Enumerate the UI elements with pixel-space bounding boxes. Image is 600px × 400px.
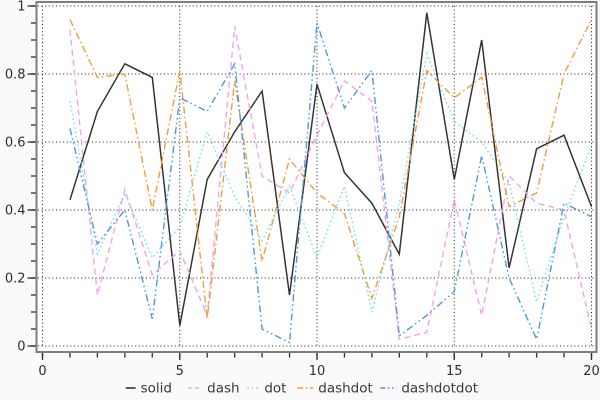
series-line-dot	[69, 51, 593, 313]
series-line-dash	[69, 26, 593, 341]
x-tick-label-5: 5	[176, 364, 184, 379]
series-line-dashdotdot	[69, 22, 592, 344]
y-tick-label-0.4: 0.4	[5, 204, 26, 219]
legend-item-dashdotdot: dashdotdot	[380, 381, 478, 397]
legend-label-dash: dash	[207, 381, 239, 397]
legend-label-dot: dot	[264, 381, 286, 397]
series-line-dashdot	[69, 19, 593, 319]
legend-item-dash: dash	[188, 381, 240, 397]
x-tick-label-0: 0	[38, 364, 46, 379]
x-tick-label-10: 10	[309, 364, 326, 379]
y-tick-label-0: 0	[17, 340, 25, 355]
x-tick-label-20: 20	[583, 364, 600, 379]
legend-item-solid: solid	[125, 381, 172, 397]
plot-frame	[35, 1, 598, 353]
y-tick-label-0.6: 0.6	[5, 136, 26, 151]
series-line-solid	[69, 12, 593, 326]
x-tick-label-15: 15	[446, 364, 463, 379]
y-tick-label-1: 1	[17, 0, 25, 15]
legend-item-dashdot: dashdot	[297, 381, 373, 397]
legend-label-dashdot: dashdot	[318, 381, 373, 397]
legend-label-solid: solid	[141, 381, 172, 397]
legend-label-dashdotdot: dashdotdot	[401, 381, 478, 397]
y-tick-label-0.8: 0.8	[5, 68, 26, 83]
y-tick-label-0.2: 0.2	[5, 272, 26, 287]
legend-item-dot: dot	[247, 381, 286, 397]
plot-area	[36, 2, 597, 352]
